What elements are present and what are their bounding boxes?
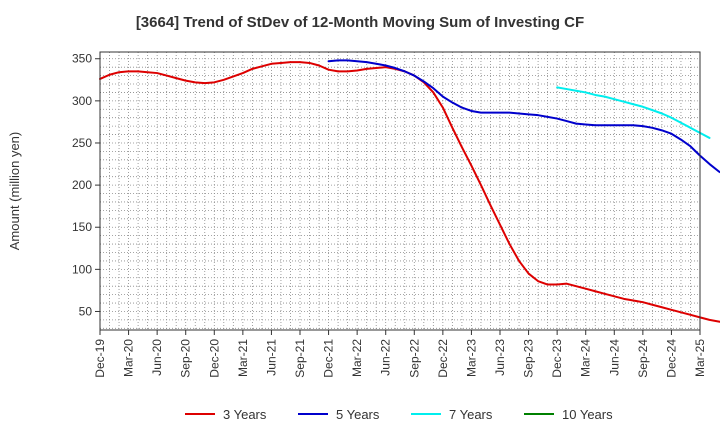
x-tick-label: Mar-24 [579, 339, 593, 377]
series-line-2 [327, 59, 720, 174]
legend-label-4: 10 Years [562, 407, 613, 422]
x-tick-label: Sep-20 [179, 339, 193, 378]
legend-label-2: 5 Years [336, 407, 380, 422]
x-axis-ticks: Dec-19 Mar-20 Jun-20 Sep-20 Dec-20 Mar-21 Jun-… [93, 330, 707, 378]
x-tick-label: Mar-21 [236, 339, 250, 377]
x-tick-label: Jun-20 [150, 339, 164, 376]
x-tick-label: Dec-20 [207, 339, 221, 378]
legend-label-3: 7 Years [449, 407, 493, 422]
series-layer [99, 59, 720, 323]
y-tick-label: 150 [72, 220, 92, 234]
series-line-3 [556, 86, 711, 139]
x-tick-label: Mar-20 [122, 339, 136, 377]
x-tick-label: Sep-23 [522, 339, 536, 378]
plot-background [100, 52, 700, 330]
x-tick-label: Dec-19 [93, 339, 107, 378]
x-tick-label: Sep-21 [293, 339, 307, 378]
legend: 3 Years 5 Years 7 Years 10 Years [185, 407, 613, 422]
plot-frame [99, 51, 701, 331]
x-tick-label: Jun-22 [379, 339, 393, 376]
plot-area [100, 52, 700, 330]
x-tick-label: Dec-24 [664, 339, 678, 378]
x-tick-label: Jun-23 [493, 339, 507, 376]
y-tick-label: 350 [72, 52, 92, 66]
y-tick-label: 250 [72, 136, 92, 150]
x-tick-label: Sep-22 [407, 339, 421, 378]
y-tick-label: 50 [79, 304, 93, 318]
y-tick-label: 300 [72, 94, 92, 108]
x-tick-label: Mar-25 [693, 339, 707, 377]
x-tick-label: Mar-22 [350, 339, 364, 377]
grid-lines [99, 52, 701, 330]
y-axis-title: Amount (million yen) [7, 132, 22, 251]
y-tick-label: 100 [72, 262, 92, 276]
y-axis-ticks: 50 100 150 200 250 300 350 [72, 52, 100, 318]
y-tick-label: 200 [72, 178, 92, 192]
x-tick-label: Dec-22 [436, 339, 450, 378]
x-tick-label: Dec-21 [322, 339, 336, 378]
x-tick-label: Jun-21 [264, 339, 278, 376]
x-tick-label: Mar-23 [464, 339, 478, 377]
axes [99, 51, 701, 331]
legend-label-1: 3 Years [223, 407, 267, 422]
x-tick-label: Sep-24 [636, 339, 650, 378]
x-tick-label: Jun-24 [607, 339, 621, 376]
x-tick-label: Dec-23 [550, 339, 564, 378]
chart-title: [3664] Trend of StDev of 12-Month Moving… [135, 14, 585, 31]
